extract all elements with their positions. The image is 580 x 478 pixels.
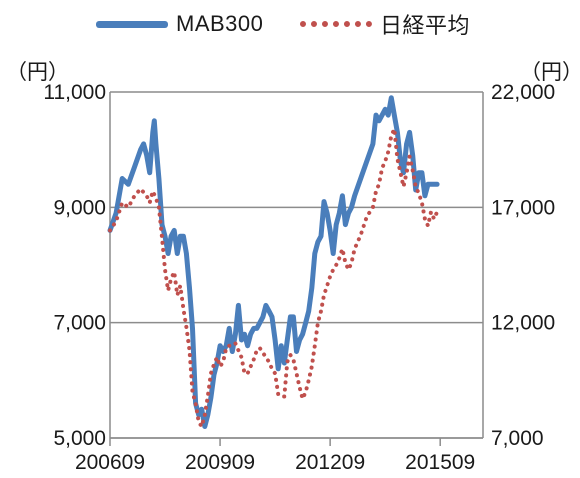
series-line-mab300 <box>107 95 440 429</box>
right-tick-label-2: 17,000 <box>491 196 555 219</box>
left-axis-unit: （円） <box>6 61 69 84</box>
right-tick-label-1: 12,000 <box>491 312 555 335</box>
left-tick-label-3: 11,000 <box>43 81 106 104</box>
legend-swatch-nikkei <box>300 21 372 27</box>
legend-label-nikkei: 日経平均 <box>380 13 471 38</box>
x-tick-label-1: 200909 <box>185 451 255 474</box>
legend: MAB300 日経平均 <box>0 6 580 42</box>
tick-labels: 200609 200909 201209 201509 5,000 7,000 9,000 1… <box>43 81 555 474</box>
x-tick-label-0: 200609 <box>75 451 145 474</box>
right-axis-unit: （円） <box>520 61 580 84</box>
x-tick-label-2: 201209 <box>295 451 365 474</box>
left-tick-label-0: 5,000 <box>53 427 106 450</box>
series-line-nikkei <box>108 126 440 429</box>
left-tick-label-2: 9,000 <box>53 196 106 219</box>
legend-item-nikkei: 日経平均 <box>300 10 470 38</box>
x-tick-label-3: 201509 <box>405 451 475 474</box>
legend-item-mab300: MAB300 <box>96 10 263 38</box>
axes <box>109 92 484 446</box>
legend-label-mab300: MAB300 <box>176 11 264 36</box>
right-tick-label-0: 7,000 <box>491 427 544 450</box>
right-tick-label-3: 22,000 <box>491 81 555 104</box>
left-tick-label-1: 7,000 <box>53 312 106 335</box>
series-lines <box>107 95 440 429</box>
legend-swatch-mab300 <box>96 20 168 28</box>
